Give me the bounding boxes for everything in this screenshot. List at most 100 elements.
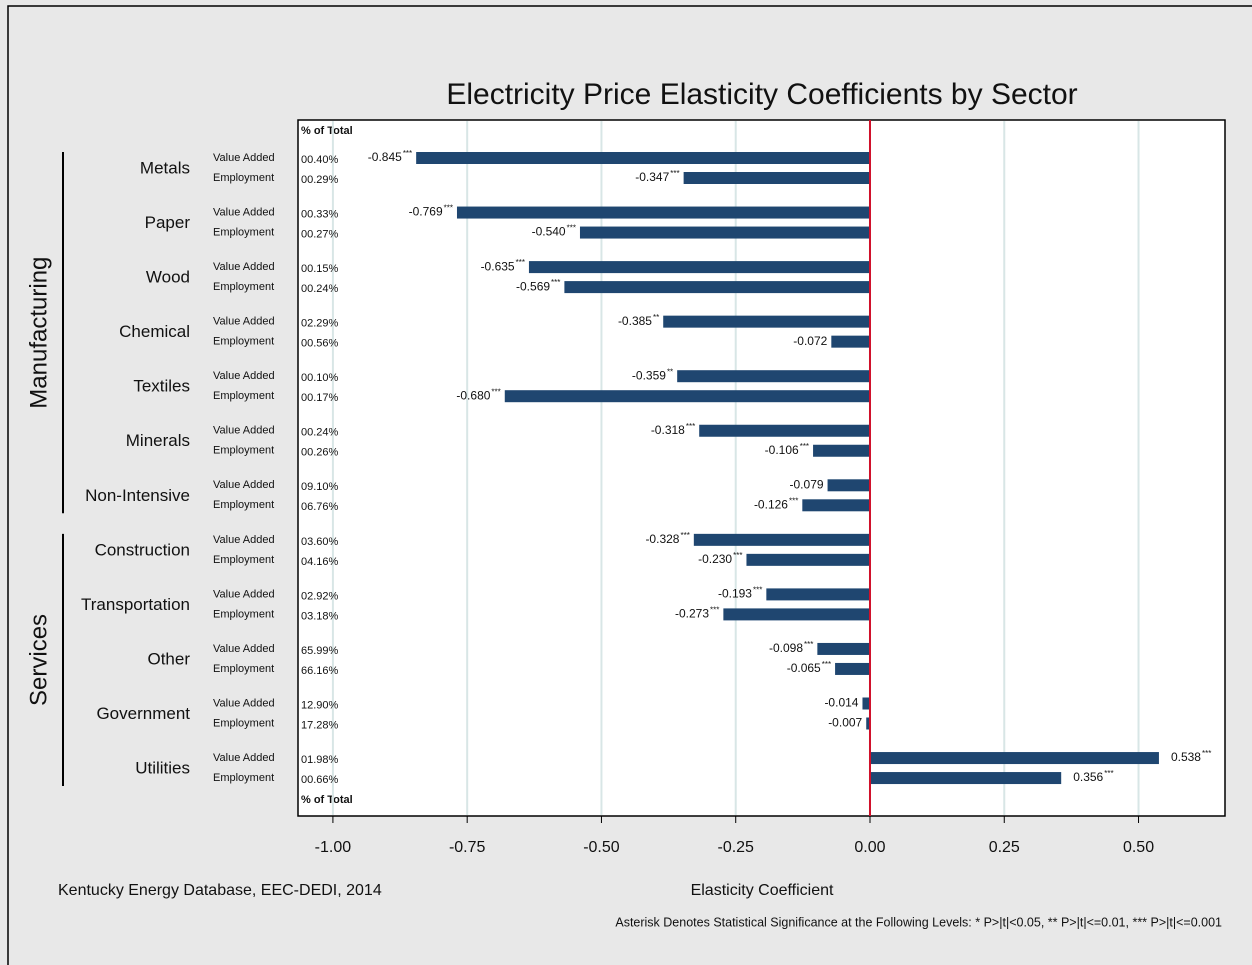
share-label: 03.60% bbox=[301, 536, 339, 548]
series-label: Employment bbox=[213, 226, 274, 238]
category-label: Other bbox=[147, 649, 190, 668]
significance: *** bbox=[680, 531, 689, 540]
x-tick-label: 0.50 bbox=[1123, 839, 1154, 856]
significance: *** bbox=[444, 204, 453, 213]
category-label: Transportation bbox=[81, 595, 190, 614]
series-label: Value Added bbox=[213, 316, 275, 328]
share-label: 04.16% bbox=[301, 556, 339, 568]
value-label: -0.347 bbox=[635, 170, 669, 184]
x-tick-label: -1.00 bbox=[315, 839, 352, 856]
significance: *** bbox=[670, 169, 679, 178]
value-label: -0.014 bbox=[824, 696, 858, 710]
series-label: Value Added bbox=[213, 643, 275, 655]
value-label: -0.635 bbox=[481, 259, 515, 273]
share-label: 00.15% bbox=[301, 263, 339, 275]
value-label: -0.193 bbox=[718, 587, 752, 601]
x-axis-label: Elasticity Coefficient bbox=[691, 882, 834, 899]
value-label: -0.072 bbox=[793, 334, 827, 348]
category-label: Government bbox=[96, 704, 190, 723]
series-label: Employment bbox=[213, 554, 274, 566]
bar bbox=[869, 772, 1062, 785]
share-label: 00.29% bbox=[301, 174, 339, 186]
bar bbox=[866, 717, 870, 730]
value-label: 0.538 bbox=[1171, 750, 1201, 764]
bar bbox=[564, 281, 870, 294]
series-label: Employment bbox=[213, 390, 274, 402]
plot-area bbox=[297, 119, 1226, 817]
significance: *** bbox=[800, 442, 809, 451]
share-label: 00.24% bbox=[301, 283, 339, 295]
share-label: 65.99% bbox=[301, 645, 339, 657]
share-label: 00.24% bbox=[301, 427, 339, 439]
category-label: Chemical bbox=[119, 322, 190, 341]
significance: *** bbox=[567, 224, 576, 233]
value-label: -0.106 bbox=[765, 443, 799, 457]
bar bbox=[416, 152, 870, 164]
bar bbox=[579, 226, 870, 239]
series-label: Employment bbox=[213, 663, 274, 675]
share-header: % of Total bbox=[301, 125, 353, 137]
bar bbox=[817, 642, 870, 655]
category-label: Non-Intensive bbox=[85, 486, 190, 505]
significance: *** bbox=[753, 586, 762, 595]
share-label: 02.29% bbox=[301, 318, 339, 330]
bar bbox=[693, 533, 870, 546]
series-label: Employment bbox=[213, 772, 274, 784]
x-tick-label: -0.75 bbox=[449, 839, 486, 856]
share-label: 12.90% bbox=[301, 699, 339, 711]
share-label: 17.28% bbox=[301, 719, 339, 731]
bar bbox=[663, 315, 870, 328]
bar bbox=[831, 335, 870, 348]
value-label: -0.318 bbox=[651, 423, 685, 437]
bar bbox=[528, 261, 870, 274]
share-label: 00.56% bbox=[301, 338, 339, 350]
series-label: Value Added bbox=[213, 697, 275, 709]
share-label: 03.18% bbox=[301, 610, 339, 622]
significance: *** bbox=[1104, 769, 1113, 778]
series-label: Value Added bbox=[213, 261, 275, 273]
value-label: -0.007 bbox=[828, 716, 862, 730]
share-label: 01.98% bbox=[301, 754, 339, 766]
significance: *** bbox=[551, 278, 560, 287]
bar bbox=[723, 608, 870, 621]
share-label: 00.33% bbox=[301, 208, 339, 220]
series-label: Value Added bbox=[213, 206, 275, 218]
share-label: 09.10% bbox=[301, 481, 339, 493]
category-label: Paper bbox=[145, 213, 191, 232]
value-label: -0.569 bbox=[516, 279, 550, 293]
value-label: -0.540 bbox=[532, 225, 566, 239]
share-label: 00.17% bbox=[301, 392, 339, 404]
series-label: Employment bbox=[213, 281, 274, 293]
share-label: 02.92% bbox=[301, 590, 339, 602]
category-label: Construction bbox=[95, 540, 190, 559]
series-label: Value Added bbox=[213, 425, 275, 437]
significance: *** bbox=[403, 149, 412, 158]
series-label: Employment bbox=[213, 608, 274, 620]
share-label: 06.76% bbox=[301, 501, 339, 513]
series-label: Employment bbox=[213, 717, 274, 729]
series-label: Employment bbox=[213, 336, 274, 348]
significance: *** bbox=[733, 551, 742, 560]
group-label: Manufacturing bbox=[25, 257, 52, 409]
bar bbox=[802, 499, 870, 512]
significance: ** bbox=[667, 367, 673, 376]
value-label: -0.230 bbox=[698, 552, 732, 566]
value-label: -0.385 bbox=[618, 314, 652, 328]
chart-title: Electricity Price Elasticity Coefficient… bbox=[446, 78, 1077, 111]
series-label: Value Added bbox=[213, 752, 275, 764]
category-label: Utilities bbox=[135, 759, 190, 778]
series-label: Employment bbox=[213, 499, 274, 511]
bar bbox=[813, 444, 870, 457]
value-label: -0.769 bbox=[409, 205, 443, 219]
bar bbox=[835, 662, 870, 675]
category-label: Minerals bbox=[126, 431, 190, 450]
category-label: Wood bbox=[146, 268, 190, 287]
share-header: % of Total bbox=[301, 794, 353, 806]
value-label: -0.328 bbox=[645, 532, 679, 546]
significance: *** bbox=[491, 387, 500, 396]
group-label: Services bbox=[25, 614, 52, 706]
value-label: -0.098 bbox=[769, 641, 803, 655]
x-tick-label: -0.25 bbox=[717, 839, 754, 856]
bar bbox=[677, 370, 870, 383]
